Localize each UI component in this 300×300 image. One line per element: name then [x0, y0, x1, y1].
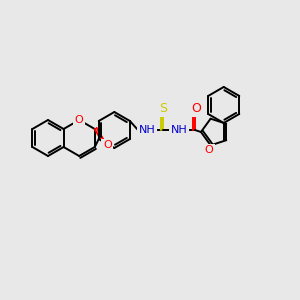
- Text: O: O: [204, 145, 213, 155]
- Text: O: O: [103, 140, 112, 150]
- Text: O: O: [191, 103, 201, 116]
- Text: O: O: [75, 115, 84, 125]
- Text: NH: NH: [139, 125, 155, 135]
- Text: S: S: [159, 103, 167, 116]
- Text: NH: NH: [171, 125, 187, 135]
